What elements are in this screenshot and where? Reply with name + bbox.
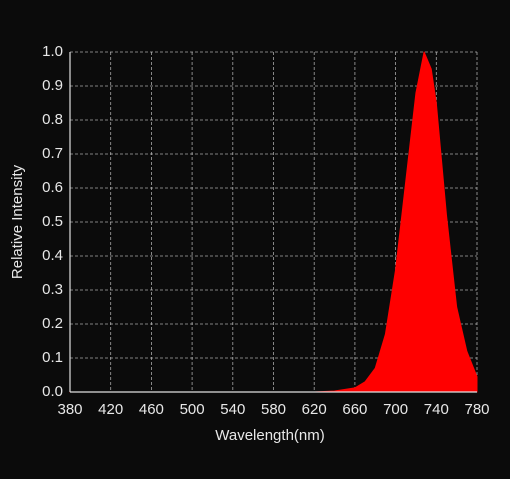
x-tick-label: 460 xyxy=(139,401,164,418)
y-tick-label: 0.1 xyxy=(42,349,63,366)
x-tick-label: 700 xyxy=(383,401,408,418)
y-tick-label: 0.2 xyxy=(42,315,63,332)
y-tick-label: 1.0 xyxy=(42,43,63,60)
y-tick-label: 0.9 xyxy=(42,77,63,94)
x-tick-label: 500 xyxy=(180,401,205,418)
y-tick-label: 0.0 xyxy=(42,383,63,400)
x-tick-label: 580 xyxy=(261,401,286,418)
y-tick-label: 0.6 xyxy=(42,179,63,196)
x-tick-label: 740 xyxy=(424,401,449,418)
y-tick-label: 0.8 xyxy=(42,111,63,128)
y-tick-label: 0.4 xyxy=(42,247,63,264)
x-tick-label: 540 xyxy=(220,401,245,418)
y-tick-label: 0.7 xyxy=(42,145,63,162)
x-tick-label: 780 xyxy=(464,401,489,418)
x-axis-label: Wavelength(nm) xyxy=(215,427,324,444)
x-tick-label: 620 xyxy=(302,401,327,418)
y-tick-label: 0.5 xyxy=(42,213,63,230)
x-tick-label: 420 xyxy=(98,401,123,418)
x-tick-label: 380 xyxy=(57,401,82,418)
y-tick-label: 0.3 xyxy=(42,281,63,298)
x-tick-label: 660 xyxy=(342,401,367,418)
y-axis-label: Relative Intensity xyxy=(9,164,26,279)
